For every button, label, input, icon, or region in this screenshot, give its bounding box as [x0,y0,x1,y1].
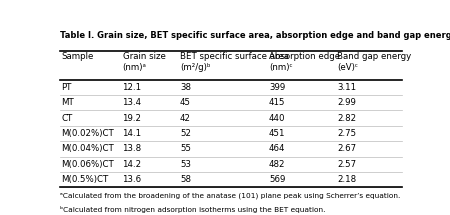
Text: M(0.02%)CT: M(0.02%)CT [62,129,114,138]
Text: 52: 52 [180,129,191,138]
Text: 2.75: 2.75 [337,129,356,138]
Text: 14.1: 14.1 [122,129,142,138]
Text: 482: 482 [269,160,285,169]
Text: 569: 569 [269,175,285,184]
Text: 2.18: 2.18 [337,175,356,184]
Text: 2.82: 2.82 [337,114,356,123]
Text: CT: CT [62,114,73,123]
Text: ᵃCalculated from the broadening of the anatase (101) plane peak using Scherrer’s: ᵃCalculated from the broadening of the a… [60,192,400,199]
Text: 2.57: 2.57 [337,160,356,169]
Text: MT: MT [62,98,74,107]
Text: M(0.06%)CT: M(0.06%)CT [62,160,114,169]
Text: 13.8: 13.8 [122,144,142,153]
Text: M(0.04%)CT: M(0.04%)CT [62,144,114,153]
Text: Grain size
(nm)ᵃ: Grain size (nm)ᵃ [122,52,166,72]
Text: Table I. Grain size, BET specific surface area, absorption edge and band gap ene: Table I. Grain size, BET specific surfac… [60,31,450,40]
Text: Sample: Sample [62,52,94,61]
Text: Band gap energy
(eV)ᶜ: Band gap energy (eV)ᶜ [337,52,411,72]
Text: 2.99: 2.99 [337,98,356,107]
Text: 45: 45 [180,98,191,107]
Text: 415: 415 [269,98,285,107]
Text: 3.11: 3.11 [337,83,356,92]
Text: 38: 38 [180,83,191,92]
Text: BET specific surface area
(m²/g)ᵇ: BET specific surface area (m²/g)ᵇ [180,52,289,72]
Text: 13.6: 13.6 [122,175,142,184]
Text: 399: 399 [269,83,285,92]
Text: Absorption edge
(nm)ᶜ: Absorption edge (nm)ᶜ [269,52,340,72]
Text: 464: 464 [269,144,285,153]
Text: 19.2: 19.2 [122,114,141,123]
Text: PT: PT [62,83,72,92]
Text: 440: 440 [269,114,285,123]
Text: 12.1: 12.1 [122,83,142,92]
Text: 42: 42 [180,114,191,123]
Text: 451: 451 [269,129,285,138]
Text: M(0.5%)CT: M(0.5%)CT [62,175,109,184]
Text: 53: 53 [180,160,191,169]
Text: 58: 58 [180,175,191,184]
Text: 2.67: 2.67 [337,144,356,153]
Text: 55: 55 [180,144,191,153]
Text: ᵇCalculated from nitrogen adsorption isotherms using the BET equation.: ᵇCalculated from nitrogen adsorption iso… [60,206,325,213]
Text: 14.2: 14.2 [122,160,142,169]
Text: 13.4: 13.4 [122,98,142,107]
